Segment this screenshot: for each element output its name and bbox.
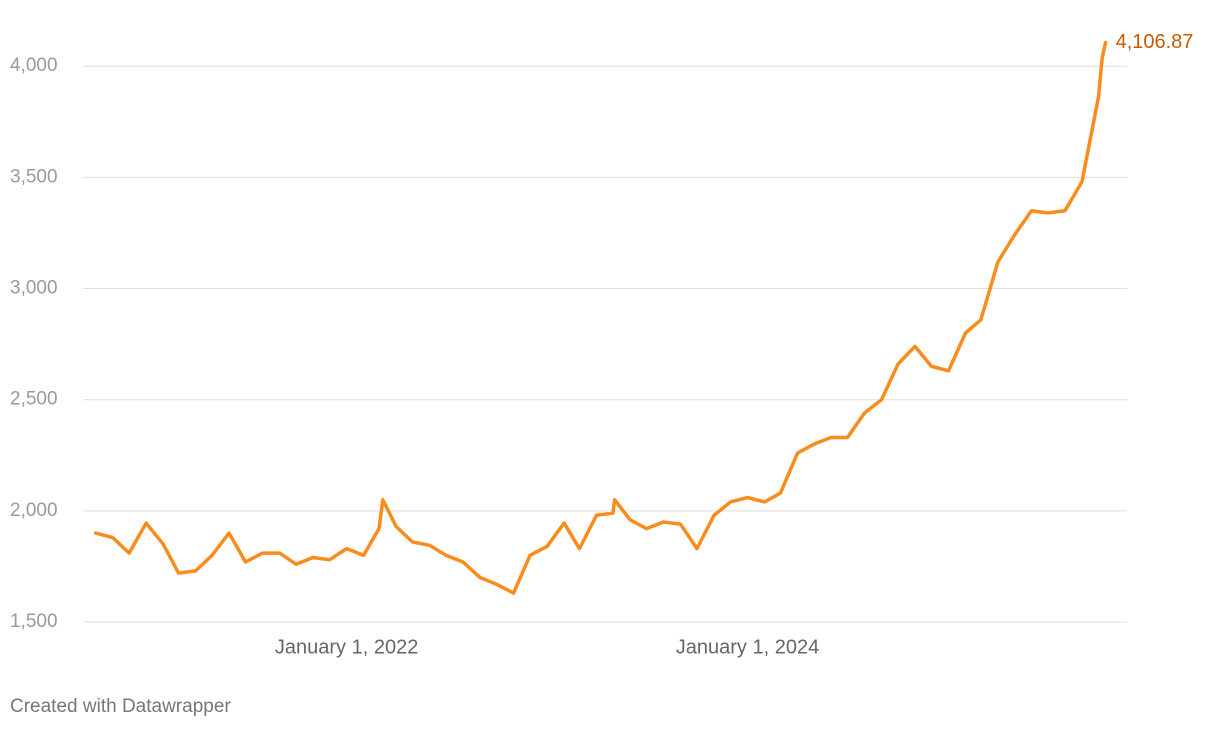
footer: Created with Datawrapper [10, 696, 231, 717]
y-tick-label: 3,500 [10, 166, 58, 187]
x-tick-label: January 1, 2022 [275, 636, 418, 658]
y-tick-label: 3,000 [10, 278, 58, 299]
price-line [93, 40, 1108, 595]
x-tick-label: January 1, 2024 [676, 636, 819, 658]
y-tick-label: 2,000 [10, 500, 58, 521]
value-label: 4,106.87 [1116, 31, 1194, 53]
y-tick-label: 2,500 [10, 389, 58, 410]
y-tick-label: 4,000 [10, 55, 58, 76]
y-tick-label: 1,500 [10, 611, 58, 632]
